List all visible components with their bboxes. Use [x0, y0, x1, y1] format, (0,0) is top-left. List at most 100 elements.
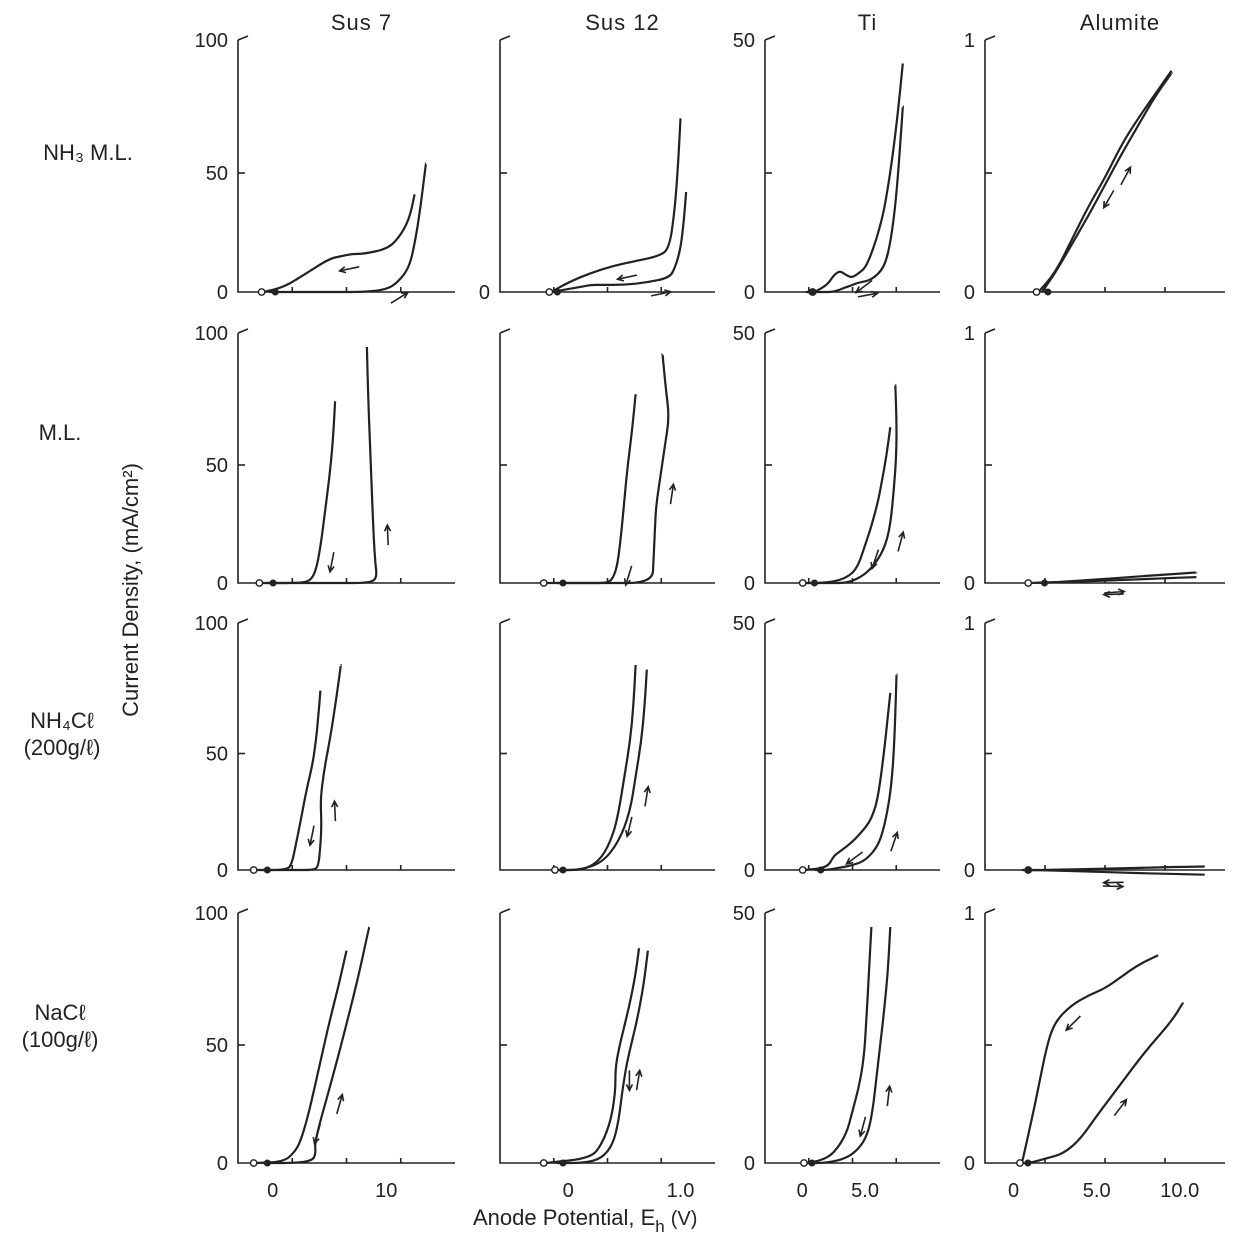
y-tick-label: 0 [217, 573, 228, 595]
curve-down [813, 63, 904, 294]
direction-arrow [854, 279, 873, 294]
panel: 0 50 [733, 30, 940, 304]
open-marker [257, 288, 266, 296]
curve-up [551, 191, 688, 294]
y-tick-label: 50 [733, 30, 755, 52]
curve-down [556, 664, 637, 872]
filled-marker [269, 579, 277, 587]
open-marker [798, 579, 807, 587]
filled-marker [808, 1159, 816, 1167]
y-tick-label: 0 [744, 860, 755, 882]
column-headers: Sus 7 Sus 12 Ti Alumite [331, 10, 1159, 35]
y-tick-label: 100 [195, 903, 228, 925]
panel: 0 50 [733, 613, 940, 882]
panel-axes [499, 913, 715, 1164]
curve-down [1020, 954, 1159, 1165]
row-label: NH₄Cℓ [30, 708, 95, 733]
direction-arrow [383, 523, 392, 546]
axis-top-tick [984, 328, 996, 334]
y-tick-label: 50 [733, 903, 755, 925]
axis-top-tick [237, 35, 249, 41]
curve-down [805, 926, 873, 1165]
direction-arrow [897, 530, 906, 552]
panel-axes [499, 40, 715, 293]
direction-arrow [327, 552, 335, 574]
x-tick-label: 0 [797, 1180, 808, 1202]
curve-up [261, 926, 371, 1165]
direction-arrow [643, 784, 651, 807]
axis-top-tick [984, 35, 996, 41]
axis-top-tick [499, 908, 511, 914]
axis-top-tick [499, 328, 511, 334]
y-tick-label: 0 [744, 282, 755, 304]
row-label: M.L. [39, 420, 82, 445]
curve-up [269, 162, 428, 294]
direction-arrow [668, 482, 677, 505]
filled-marker [559, 579, 567, 587]
axis-top-tick [764, 35, 776, 41]
axis-top-tick [764, 618, 776, 624]
panel-axes [984, 913, 1225, 1164]
curve-down [544, 948, 641, 1165]
open-marker [539, 1159, 548, 1167]
panel: 0 50 100 [195, 30, 455, 304]
axis-top-tick [984, 618, 996, 624]
y-tick-label: 0 [964, 860, 975, 882]
direction-arrow [307, 825, 315, 848]
curve-up [808, 384, 898, 585]
direction-arrow [1102, 189, 1115, 210]
y-tick-label: 0 [964, 573, 975, 595]
y-tick-label: 50 [733, 613, 755, 635]
panel: 0 [479, 35, 715, 304]
direction-arrow [1113, 1098, 1128, 1117]
curve-up [556, 950, 649, 1165]
direction-arrow [312, 1124, 321, 1146]
curve-down [255, 690, 322, 872]
y-tick-label: 1 [964, 613, 975, 635]
y-tick-label: 1 [964, 903, 975, 925]
curve-up [805, 926, 892, 1165]
open-marker [798, 866, 807, 874]
row-label: NH₃ M.L. [43, 140, 133, 165]
x-tick-label: 5.0 [1083, 1180, 1111, 1202]
x-tick-label: 10 [375, 1180, 397, 1202]
axis-top-tick [499, 35, 511, 41]
panel-axes [237, 623, 455, 871]
direction-arrow [857, 290, 880, 298]
direction-arrow [615, 274, 638, 282]
open-marker [249, 1159, 258, 1167]
filled-marker [1041, 579, 1049, 587]
direction-arrow [845, 851, 864, 865]
y-tick-label: 50 [733, 323, 755, 345]
x-tick-label: 0 [563, 1180, 574, 1202]
panel-axes [237, 913, 455, 1164]
y-tick-label: 1 [964, 30, 975, 52]
direction-arrow [858, 1116, 867, 1138]
y-tick-label: 0 [217, 860, 228, 882]
panel: 0 50 100 [195, 613, 455, 882]
direction-arrow [890, 830, 899, 852]
column-header: Sus 7 [331, 10, 392, 35]
filled-marker [817, 866, 825, 874]
open-marker [1016, 1159, 1024, 1167]
panel-axes [984, 40, 1225, 293]
panel: 0 1.0 [499, 908, 715, 1202]
filled-marker [553, 288, 561, 296]
filled-marker [263, 866, 271, 874]
row-labels: NH₃ M.L. M.L. NH₄Cℓ(200g/ℓ) NaCℓ(100g/ℓ) [22, 140, 133, 1052]
y-axis-label: Current Density, (mA/cm²) [118, 463, 143, 717]
filled-marker [271, 288, 279, 296]
y-tick-label: 0 [479, 282, 490, 304]
y-tick-label: 0 [744, 573, 755, 595]
axis-top-tick [237, 328, 249, 334]
panel: 0 50 [733, 323, 940, 595]
x-axis-label-sub: h [655, 1217, 664, 1236]
row-label-sub: (200g/ℓ) [24, 735, 101, 760]
open-marker [1024, 579, 1033, 587]
panel-axes [984, 333, 1225, 584]
panel-axes [237, 40, 455, 293]
direction-arrow [885, 1084, 893, 1107]
curve-down [803, 692, 892, 872]
open-marker [255, 579, 264, 587]
